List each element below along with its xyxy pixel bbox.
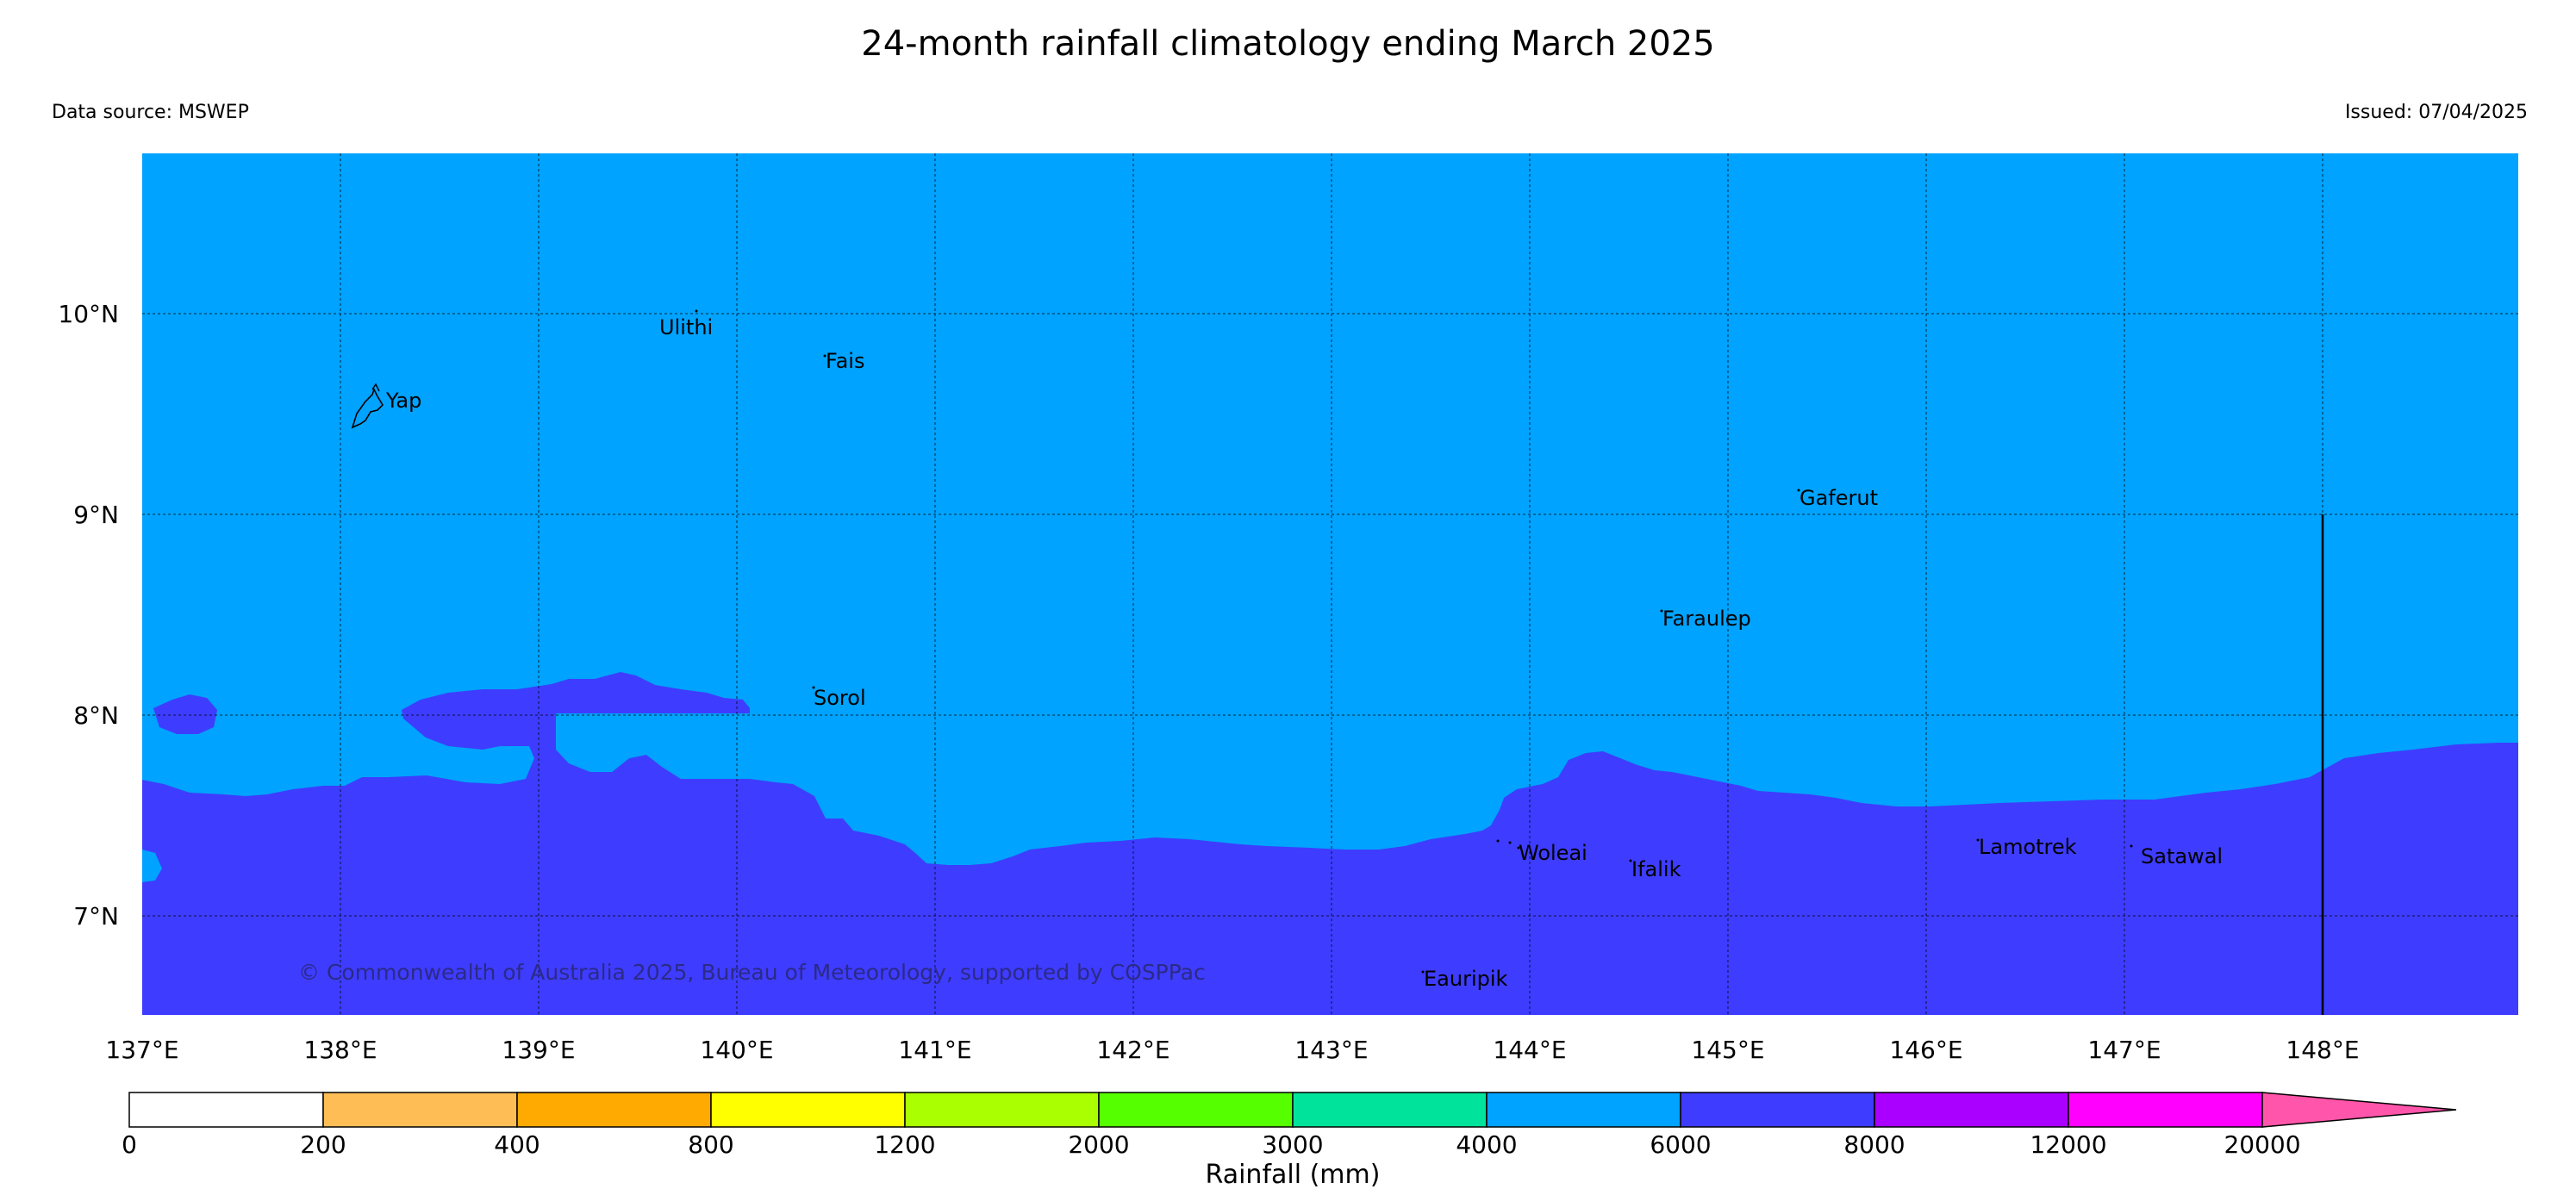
island-label-gaferut: Gaferut: [1799, 486, 1878, 510]
data-source-label: Data source: MSWEP: [52, 102, 249, 123]
island-label-lamotrek: Lamotrek: [1979, 835, 2077, 859]
island-label-satawal: Satawal: [2141, 844, 2223, 868]
map-title: 24-month rainfall climatology ending Mar…: [861, 24, 1715, 64]
lon-label-145e: 145°E: [1691, 1036, 1764, 1064]
map-panel: Yap Ulithi Fais Gaferut Faraulep Sorol W…: [142, 153, 2518, 1015]
colorbar-swatch: [1486, 1092, 1681, 1128]
colorbar-tick-label: 1200: [874, 1130, 935, 1159]
lon-label-137e: 137°E: [105, 1036, 178, 1064]
colorbar-swatch: [904, 1092, 1100, 1128]
lon-label-148e: 148°E: [2286, 1036, 2359, 1064]
island-markers: [695, 309, 2133, 974]
lon-label-143e: 143°E: [1294, 1036, 1368, 1064]
longitude-labels: 137°E 138°E 139°E 140°E 141°E 142°E 143°…: [105, 1036, 2359, 1064]
rain-band-4000-6000-west-edge: [142, 850, 162, 882]
island-label-sorol: Sorol: [814, 686, 866, 710]
island-label-woleai: Woleai: [1519, 841, 1587, 865]
colorbar-tick-label: 12000: [2030, 1130, 2106, 1159]
island-label-yap: Yap: [385, 389, 421, 413]
colorbar-swatch: [1874, 1092, 2069, 1128]
colorbar-swatch: [128, 1092, 324, 1128]
lat-label-9n: 9°N: [73, 501, 119, 529]
colorbar-tick-label: 20000: [2224, 1130, 2300, 1159]
lon-label-139e: 139°E: [502, 1036, 575, 1064]
colorbar-tick-label: 400: [494, 1130, 540, 1159]
colorbar-extension-arrow: [2261, 1092, 2457, 1128]
colorbar-tick-label: 3000: [1262, 1130, 1323, 1159]
colorbar-tick-label: 6000: [1650, 1130, 1711, 1159]
colorbar-swatch: [710, 1092, 906, 1128]
colorbar-swatch: [1292, 1092, 1488, 1128]
rain-band-6000-8000-west-lobe: [153, 694, 217, 734]
colorbar-tick-label: 8000: [1843, 1130, 1905, 1159]
yap-island-outline: [351, 387, 384, 429]
island-label-eauripik: Eauripik: [1424, 967, 1508, 991]
colorbar-title: Rainfall (mm): [1206, 1160, 1381, 1189]
lat-label-7n: 7°N: [73, 902, 119, 931]
island-label-ifalik: Ifalik: [1631, 857, 1681, 881]
colorbar-swatch: [1680, 1092, 1875, 1128]
colorbar-swatch: [322, 1092, 518, 1128]
lon-label-144e: 144°E: [1493, 1036, 1566, 1064]
rain-band-notch: [556, 713, 750, 779]
lon-label-138e: 138°E: [303, 1036, 377, 1064]
lon-label-140e: 140°E: [700, 1036, 773, 1064]
colorbar-tick-label: 4000: [1456, 1130, 1517, 1159]
island-label-fais: Fais: [826, 349, 864, 373]
colorbar-swatch: [2068, 1092, 2263, 1128]
colorbar-swatch: [1098, 1092, 1294, 1128]
issued-date-label: Issued: 07/04/2025: [2344, 102, 2528, 123]
colorbar-tick-label: 0: [122, 1130, 137, 1159]
yap-island-detail: [371, 383, 380, 392]
island-label-ulithi: Ulithi: [659, 315, 713, 339]
colorbar-tick-label: 2000: [1068, 1130, 1129, 1159]
island-label-faraulep: Faraulep: [1662, 607, 1751, 631]
colorbar-tick-label: 200: [300, 1130, 346, 1159]
colorbar-tick-label: 800: [688, 1130, 733, 1159]
lat-label-8n: 8°N: [73, 701, 119, 730]
rain-band-6000-8000: [142, 672, 2518, 1015]
lat-label-10n: 10°N: [58, 300, 119, 328]
lon-label-147e: 147°E: [2087, 1036, 2161, 1064]
copyright-notice: © Commonwealth of Australia 2025, Bureau…: [298, 960, 1206, 985]
colorbar-swatch: [516, 1092, 712, 1128]
lon-label-142e: 142°E: [1096, 1036, 1169, 1064]
lon-label-141e: 141°E: [898, 1036, 971, 1064]
lon-label-146e: 146°E: [1889, 1036, 1962, 1064]
colorbar: 0 200 400 800 1200 2000 3000 4000 6000 8000 12000 2…: [122, 1092, 2457, 1159]
